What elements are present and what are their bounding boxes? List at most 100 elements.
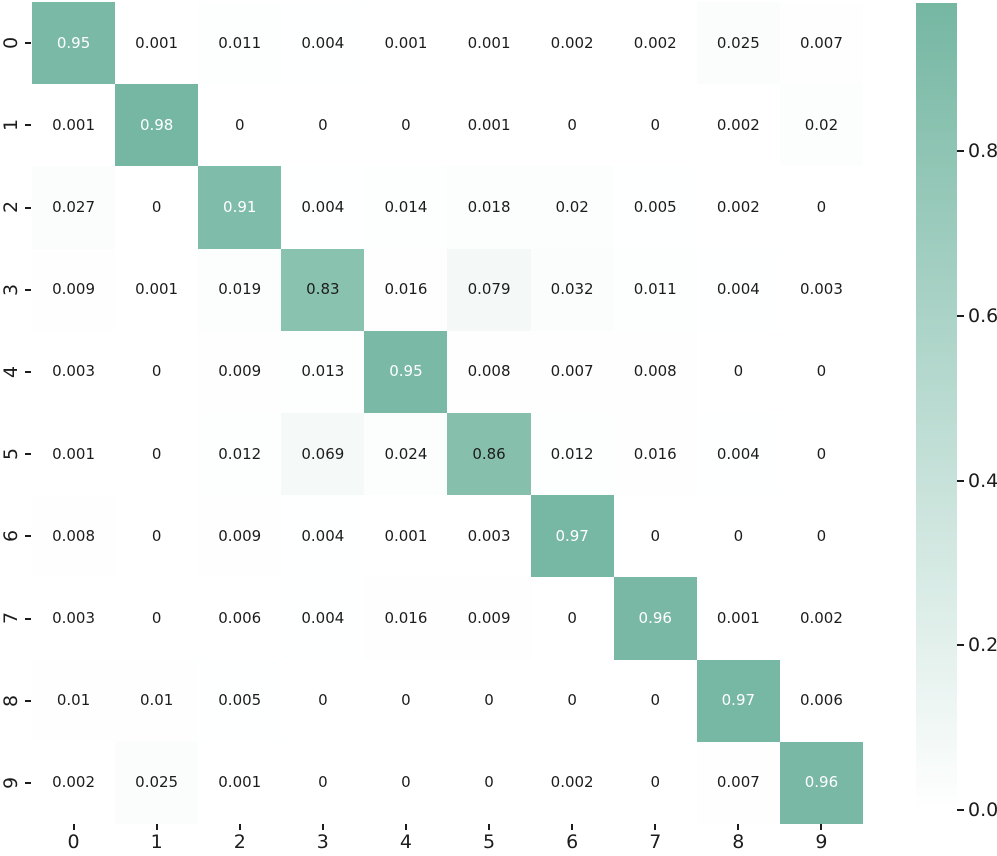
heatmap-cell: 0.032: [530, 248, 614, 331]
heatmap-cell: 0.011: [613, 248, 697, 331]
heatmap-cell: 0.012: [198, 412, 282, 496]
heatmap-cell: 0.001: [115, 2, 199, 85]
y-tick-mark: [25, 699, 31, 702]
cell-value: 0: [484, 773, 494, 792]
heatmap-cell: 0.016: [613, 412, 697, 496]
cell-value: 0.004: [301, 197, 345, 216]
cell-value: 0.006: [218, 608, 262, 627]
colorbar-tick-mark: [957, 809, 964, 811]
x-tick-label: 6: [566, 831, 579, 853]
heatmap-cell: 0.004: [281, 495, 365, 578]
heatmap-cell: 0.02: [530, 166, 614, 249]
y-tick-label: 4: [0, 331, 22, 413]
cell-value: 0: [151, 444, 162, 463]
cell-value: 0: [401, 691, 411, 710]
y-tick-label: 8: [0, 660, 22, 742]
heatmap-cell: 0: [779, 166, 863, 249]
heatmap-cell: 0: [696, 330, 780, 413]
heatmap-cell: 0.025: [115, 741, 199, 824]
cell-value: 0.009: [52, 280, 96, 299]
x-tick-label: 0: [67, 831, 80, 853]
heatmap-cell: 0: [115, 166, 199, 249]
cell-value: 0.008: [467, 362, 511, 381]
cell-value: 0.012: [218, 444, 262, 463]
colorbar-tick-mark: [957, 150, 964, 153]
cell-value: 0.027: [52, 197, 96, 216]
heatmap-cell: 0.007: [779, 2, 863, 85]
heatmap-cell: 0.95: [364, 330, 448, 413]
heatmap-cell: 0.009: [198, 330, 282, 413]
heatmap-cell: 0.005: [198, 659, 282, 742]
colorbar-tick-label: 0.4: [968, 469, 997, 492]
y-tick-mark: [25, 370, 31, 373]
heatmap-cell: 0.004: [696, 412, 780, 496]
y-tick-label: 0: [0, 2, 22, 84]
heatmap-cell: 0: [364, 741, 448, 824]
cell-value: 0: [401, 115, 411, 134]
y-tick-text: 3: [0, 283, 22, 296]
cell-value: 0: [733, 526, 744, 545]
heatmap-cell: 0.96: [779, 741, 863, 824]
heatmap-cell: 0.013: [281, 330, 365, 413]
y-tick-label: 6: [0, 495, 22, 577]
heatmap-cell: 0.024: [364, 412, 448, 496]
cell-value: 0.001: [135, 280, 179, 299]
heatmap-cell: 0.002: [530, 741, 614, 824]
cell-value: 0.002: [52, 773, 96, 792]
cell-value: 0.003: [52, 608, 96, 627]
cell-value: 0.005: [633, 197, 677, 216]
heatmap-cell: 0: [779, 495, 863, 578]
cell-value: 0: [234, 115, 245, 134]
x-tick-mark: [571, 824, 574, 830]
cell-value: 0.006: [799, 691, 843, 710]
x-tick-mark: [321, 824, 324, 830]
heatmap-cell: 0.008: [447, 330, 531, 413]
cell-value: 0.86: [472, 444, 506, 463]
cell-value: 0.96: [804, 773, 839, 792]
x-tick-mark: [737, 824, 740, 830]
heatmap-cell: 0.001: [364, 495, 448, 578]
cell-value: 0.012: [550, 444, 594, 463]
cell-value: 0: [816, 526, 827, 545]
cell-value: 0: [151, 197, 162, 216]
cell-value: 0: [318, 691, 328, 710]
x-tick-label: 4: [399, 831, 412, 853]
cell-value: 0.01: [139, 691, 174, 710]
cell-value: 0.97: [555, 526, 589, 545]
colorbar-tick-label: 0.6: [968, 304, 997, 327]
cell-value: 0.96: [638, 608, 672, 627]
heatmap-cell: 0.96: [613, 577, 697, 660]
cell-value: 0.079: [467, 280, 511, 299]
heatmap-cell: 0.006: [198, 577, 282, 660]
cell-value: 0.98: [139, 115, 174, 134]
y-tick-label: 3: [0, 249, 22, 331]
heatmap-cell: 0.001: [364, 2, 448, 85]
heatmap-cell: 0.001: [198, 741, 282, 824]
cell-value: 0.002: [633, 33, 677, 52]
y-tick-text: 6: [0, 530, 22, 543]
cell-value: 0.008: [52, 526, 96, 545]
colorbar-tick-label: 0.2: [968, 634, 997, 657]
cell-value: 0.83: [306, 280, 340, 299]
x-tick-mark: [488, 824, 491, 830]
y-tick-text: 9: [0, 776, 22, 789]
cell-value: 0: [650, 526, 661, 545]
heatmap-cell: 0.008: [32, 495, 116, 578]
cell-value: 0: [650, 773, 661, 792]
heatmap-cell: 0: [530, 577, 614, 660]
heatmap-cell: 0.97: [696, 659, 780, 742]
cell-value: 0.01: [56, 691, 91, 710]
heatmap-cell: 0: [530, 84, 614, 167]
heatmap-cell: 0.007: [530, 330, 614, 413]
cell-value: 0: [567, 115, 577, 134]
heatmap-cell: 0.007: [696, 741, 780, 824]
cell-value: 0: [318, 115, 328, 134]
cell-value: 0.007: [716, 773, 760, 792]
x-tick-mark: [820, 824, 823, 830]
y-tick-mark: [25, 206, 31, 209]
heatmap-grid: 0.95 0.001 0.011 0.004 0.001 0.001 0.002 0.002 0…: [32, 2, 863, 824]
cell-value: 0.001: [218, 773, 262, 792]
heatmap-cell: 0.83: [281, 248, 365, 331]
cell-value: 0.011: [633, 280, 677, 299]
